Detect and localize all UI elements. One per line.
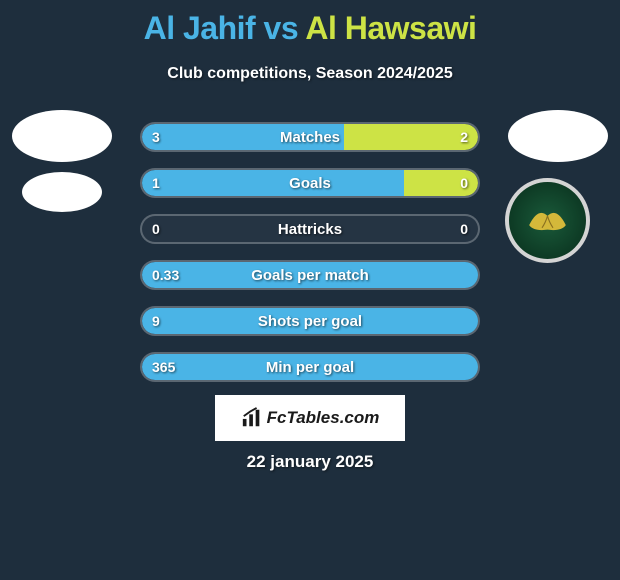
bar-row: 0.33Goals per match xyxy=(140,260,480,290)
bar-row: 1Goals0 xyxy=(140,168,480,198)
chart-icon xyxy=(241,407,263,429)
bar-row: 3Matches2 xyxy=(140,122,480,152)
bar-row: 0Hattricks0 xyxy=(140,214,480,244)
player2-club-badge xyxy=(505,178,590,263)
player1-name: Al Jahif xyxy=(144,10,256,46)
player2-avatar xyxy=(508,110,608,162)
bar-label: Hattricks xyxy=(142,216,478,242)
brand-box: FcTables.com xyxy=(215,395,405,441)
bar-row: 365Min per goal xyxy=(140,352,480,382)
eagle-icon xyxy=(520,193,575,248)
brand-text: FcTables.com xyxy=(267,408,380,428)
date-label: 22 january 2025 xyxy=(0,452,620,472)
bar-row: 9Shots per goal xyxy=(140,306,480,336)
bar-label: Goals xyxy=(142,170,478,196)
player2-name: Al Hawsawi xyxy=(305,10,476,46)
bar-label: Shots per goal xyxy=(142,308,478,334)
bar-value-right: 0 xyxy=(460,216,468,242)
bar-value-right: 2 xyxy=(460,124,468,150)
comparison-title: Al Jahif vs Al Hawsawi xyxy=(0,0,620,47)
bar-label: Min per goal xyxy=(142,354,478,380)
bar-label: Goals per match xyxy=(142,262,478,288)
player1-avatar xyxy=(12,110,112,162)
player1-club-placeholder xyxy=(22,172,102,212)
subtitle: Club competitions, Season 2024/2025 xyxy=(0,65,620,83)
comparison-bars: 3Matches21Goals00Hattricks00.33Goals per… xyxy=(140,122,480,398)
bar-value-right: 0 xyxy=(460,170,468,196)
bar-label: Matches xyxy=(142,124,478,150)
vs-text: vs xyxy=(264,10,299,46)
